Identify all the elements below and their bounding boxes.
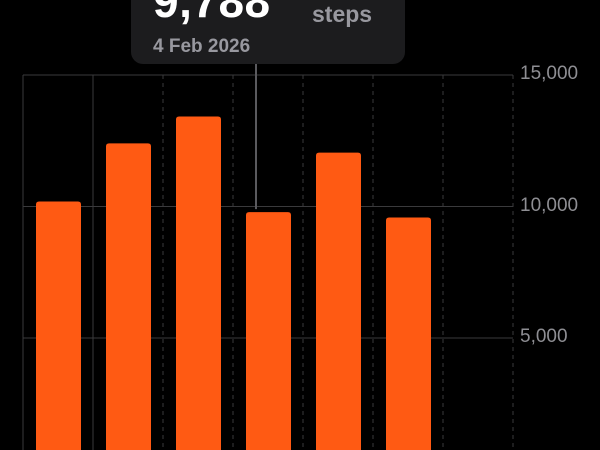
bar: [386, 217, 431, 450]
tooltip-date: 4 Feb 2026: [153, 36, 251, 57]
bar: [36, 201, 81, 450]
bar: [176, 116, 221, 450]
bar: [246, 212, 291, 450]
tooltip-value: 9,788: [153, 0, 271, 27]
y-tick-label: 5,000: [520, 326, 568, 347]
bar: [316, 152, 361, 450]
selection-tooltip: 9,788 steps 4 Feb 2026: [131, 0, 405, 64]
y-tick-label: 15,000: [520, 63, 579, 84]
y-tick-label: 10,000: [520, 195, 579, 216]
tooltip-unit: steps: [312, 1, 373, 27]
bar: [106, 143, 151, 450]
